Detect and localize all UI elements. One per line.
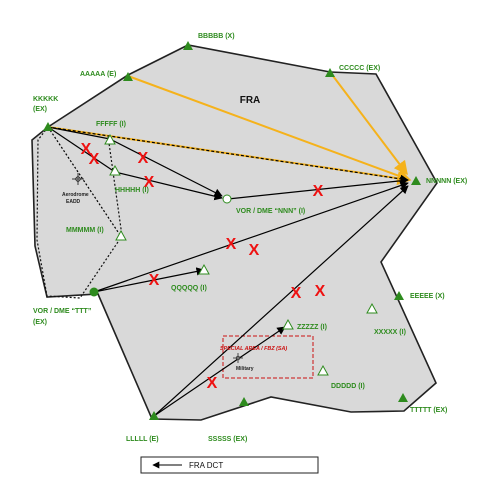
svg-text:X: X (249, 242, 260, 259)
hollow-triangle-points (104, 133, 378, 376)
svg-text:X: X (144, 174, 155, 191)
military-label: Military (236, 366, 254, 372)
label-sssss: SSSSS (EX) (208, 436, 247, 443)
label-bbbbb: BBBBB (X) (198, 33, 235, 40)
legend-label: FRA DCT (189, 461, 223, 470)
area-label: FRA (240, 95, 261, 106)
special-area-box (222, 335, 314, 379)
label-hhhhh: HHHHH (I) (115, 187, 149, 194)
svg-text:X: X (149, 272, 160, 289)
label-kkkkk: KKKKK (33, 96, 58, 103)
label-lllll: LLLLL (E) (126, 436, 159, 443)
svg-text:X: X (226, 236, 237, 253)
svg-text:X: X (138, 150, 149, 167)
aerodrome-label: Aerodrome EADD (62, 192, 90, 205)
svg-text:X: X (207, 375, 218, 392)
label-vor-ttt: VOR / DME “TTT” (33, 308, 91, 315)
aerodrome-boundary (36, 126, 123, 299)
filled-triangle-points (43, 41, 421, 420)
label-ddddd: DDDDD (I) (331, 383, 365, 390)
label-xxxxx: XXXXX (I) (374, 329, 406, 336)
label-mmmmm: MMMMM (I) (66, 227, 104, 234)
vor-nnn-marker (222, 194, 232, 204)
label-vor-nnn: VOR / DME “NNN” (I) (236, 208, 305, 215)
svg-text:X: X (89, 151, 100, 168)
label-kkkkk-ex: (EX) (33, 106, 47, 113)
label-ttttt: TTTTT (EX) (410, 407, 447, 414)
svg-text:X: X (291, 285, 302, 302)
label-ccccc: CCCCC (EX) (339, 65, 380, 72)
special-area-label: SPECIAL AREA / FBZ (SA) (220, 346, 287, 352)
label-aaaaa: AAAAA (E) (80, 71, 116, 78)
vor-ttt-marker (89, 287, 99, 297)
military-symbol (233, 353, 243, 363)
label-vor-ttt-ex: (EX) (33, 319, 47, 326)
svg-text:X: X (313, 183, 324, 200)
label-nnnnn: NNNNN (EX) (426, 178, 467, 185)
svg-text:X: X (315, 283, 326, 300)
label-eeeee: EEEEE (X) (410, 293, 445, 300)
legend: FRA DCT (140, 456, 319, 474)
label-zzzzz: ZZZZZ (I) (297, 324, 327, 331)
svg-text:X: X (81, 141, 92, 158)
black-routes (47, 126, 409, 417)
label-fffff: FFFFF (I) (96, 121, 126, 128)
blocked-marks: X X X X X X X X X X X (81, 141, 326, 392)
label-qqqqq: QQQQQ (I) (171, 285, 207, 292)
aerodrome-symbol (72, 173, 84, 185)
